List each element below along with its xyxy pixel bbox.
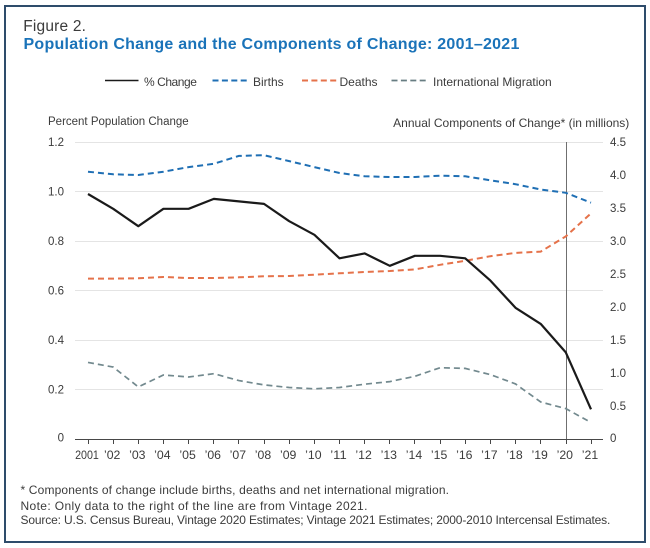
svg-text:’13: ’13: [381, 450, 397, 462]
svg-text:’10: ’10: [305, 450, 321, 462]
svg-text:’04: ’04: [154, 450, 171, 462]
svg-text:’16: ’16: [456, 450, 472, 462]
svg-text:’05: ’05: [179, 450, 195, 462]
svg-text:2.5: 2.5: [610, 269, 626, 281]
svg-text:0.2: 0.2: [48, 385, 64, 397]
svg-text:0.5: 0.5: [610, 401, 626, 413]
svg-text:0: 0: [58, 433, 64, 445]
svg-text:0.6: 0.6: [48, 286, 64, 298]
svg-text:’07: ’07: [230, 450, 246, 462]
svg-text:1.0: 1.0: [610, 368, 626, 380]
svg-text:’11: ’11: [330, 450, 346, 462]
svg-text:4.5: 4.5: [610, 137, 626, 149]
svg-text:1.0: 1.0: [48, 187, 64, 199]
svg-text:’03: ’03: [129, 450, 145, 462]
svg-text:’06: ’06: [205, 450, 221, 462]
svg-text:3.0: 3.0: [610, 236, 626, 248]
svg-text:4.0: 4.0: [610, 170, 626, 182]
svg-text:’17: ’17: [481, 450, 497, 462]
svg-text:’02: ’02: [104, 450, 120, 462]
svg-text:1.2: 1.2: [48, 137, 64, 149]
svg-text:’21: ’21: [582, 450, 598, 462]
svg-text:’09: ’09: [280, 450, 296, 462]
svg-text:0.8: 0.8: [48, 236, 64, 248]
svg-text:’18: ’18: [506, 450, 522, 462]
svg-text:’14: ’14: [406, 450, 423, 462]
svg-text:0: 0: [610, 433, 616, 445]
svg-text:1.5: 1.5: [610, 335, 626, 347]
svg-text:’20: ’20: [557, 450, 573, 462]
svg-text:’08: ’08: [255, 450, 271, 462]
svg-text:2001: 2001: [75, 450, 99, 462]
svg-text:’15: ’15: [431, 450, 447, 462]
svg-text:3.5: 3.5: [610, 203, 626, 215]
svg-text:’12: ’12: [355, 450, 371, 462]
svg-text:’19: ’19: [532, 450, 548, 462]
svg-text:0.4: 0.4: [48, 335, 65, 347]
svg-text:2.0: 2.0: [610, 302, 626, 314]
